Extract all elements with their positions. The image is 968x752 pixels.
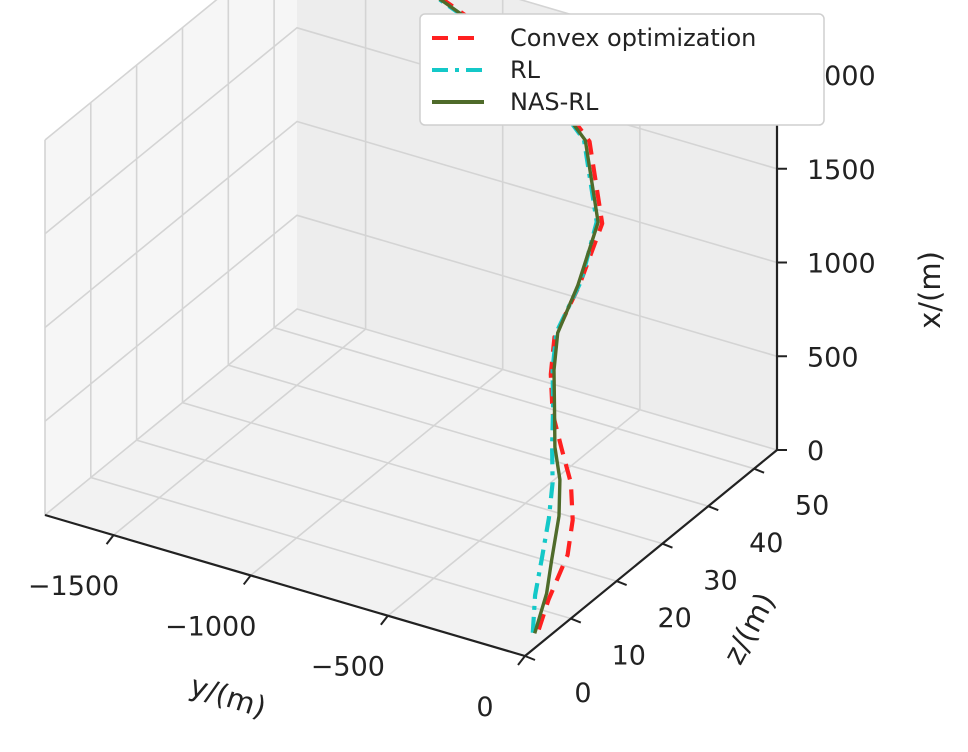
y-tick-mark bbox=[380, 615, 389, 626]
x-tick-label: 500 bbox=[807, 342, 859, 373]
z-axis-label: z/(m) bbox=[716, 587, 782, 670]
z-tick-label: 50 bbox=[795, 491, 829, 522]
y-tick-label: −500 bbox=[311, 652, 385, 683]
grid-line-x bbox=[44, 120, 778, 329]
left-pane bbox=[45, 0, 297, 515]
grid-line-x bbox=[44, 214, 778, 422]
x-tick-label: 1000 bbox=[807, 249, 876, 280]
grid-line-x bbox=[44, 308, 778, 516]
x-tick-label: 0 bbox=[807, 436, 824, 467]
z-tick-mark bbox=[616, 580, 628, 587]
legend-label-nas-rl: NAS-RL bbox=[510, 88, 599, 116]
z-tick-label: 0 bbox=[574, 678, 591, 709]
x-tick-label: 1500 bbox=[807, 155, 876, 186]
legend-label-convex: Convex optimization bbox=[510, 24, 756, 52]
z-tick-label: 30 bbox=[703, 566, 737, 597]
series-line-nas-rl bbox=[438, 0, 600, 634]
grid-lines bbox=[44, 0, 778, 657]
z-tick-label: 40 bbox=[749, 528, 783, 559]
z-tick-mark bbox=[707, 505, 719, 512]
z-axis-line bbox=[524, 449, 778, 657]
y-tick-label: −1000 bbox=[165, 611, 256, 642]
y-tick-label: 0 bbox=[476, 692, 493, 723]
y-axis-label: y/(m) bbox=[186, 668, 271, 724]
y-tick-mark bbox=[517, 655, 526, 666]
z-tick-mark bbox=[662, 542, 673, 549]
data-series bbox=[436, 0, 605, 634]
x-axis-label: x/(m) bbox=[913, 251, 947, 329]
z-tick-label: 20 bbox=[657, 603, 691, 634]
z-tick-label: 10 bbox=[612, 641, 646, 672]
floor-pane bbox=[45, 309, 777, 656]
y-tick-label: −1500 bbox=[28, 571, 119, 602]
y-tick-mark bbox=[242, 574, 252, 586]
z-tick-mark bbox=[570, 617, 582, 624]
legend-frame bbox=[419, 13, 825, 126]
y-tick-mark bbox=[105, 534, 115, 545]
z-tick-mark bbox=[753, 467, 765, 474]
z-tick-mark bbox=[524, 655, 536, 661]
y-axis-line bbox=[44, 513, 526, 658]
legend: Convex optimization RL NAS-RL bbox=[419, 13, 825, 126]
legend-label-rl: RL bbox=[510, 56, 541, 84]
